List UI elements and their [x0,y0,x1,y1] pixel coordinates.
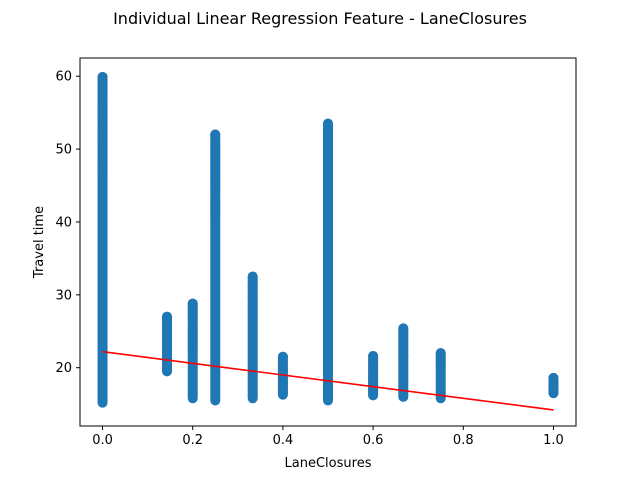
y-tick-label-2: 40 [55,215,72,230]
scatter-point-12 [162,322,173,333]
scatter-point-39 [247,307,258,318]
scatter-point-24 [187,339,198,350]
scatter-point-34 [210,209,221,220]
scatter-point-48 [323,129,333,140]
scatter-point-13 [162,331,173,342]
y-tick-label-3: 50 [55,143,72,158]
scatter-point-22 [187,324,198,335]
scatter-point-65 [398,342,409,353]
scatter-point-26 [210,141,221,152]
scatter-point-6 [97,136,108,147]
chart-title: Individual Linear Regression Feature - L… [113,9,527,28]
y-tick-label-4: 60 [55,70,72,85]
scatter-point-51 [323,160,333,171]
scatter-point-66 [398,351,409,362]
scatter-point-36 [247,281,258,292]
scatter-point-25 [210,129,221,140]
scatter-point-9 [97,168,108,179]
scatter-point-20 [187,304,198,315]
axes-frame [79,57,577,427]
x-tick-label-4: 0.8 [453,433,474,448]
scatter-series [97,71,559,408]
regression-line [102,350,554,411]
y-axis-label: Travel time [32,206,47,279]
y-axis: 20 30 40 50 60 [55,70,80,376]
y-tick-label-1: 30 [55,288,72,303]
plot-area [79,57,577,427]
scatter-point-40 [277,351,288,362]
scatter-point-21 [187,311,198,322]
x-tick-label-3: 0.6 [363,433,384,448]
scatter-point-69 [435,359,446,370]
scatter-point-32 [210,181,221,192]
scatter-point-49 [323,138,333,149]
x-tick-label-0: 0.0 [92,433,113,448]
scatter-point-56 [368,351,379,362]
scatter-point-61 [368,388,379,399]
scatter-point-18 [162,362,173,373]
scatter-point-0 [97,71,108,82]
scatter-point-2 [97,90,108,101]
scatter-point-52 [323,169,333,180]
scatter-point-4 [97,113,108,124]
scatter-point-3 [97,101,108,112]
regression-series [102,350,554,411]
scatter-point-29 [210,161,221,172]
scatter-point-35 [247,271,258,282]
scatter-point-53 [323,184,333,195]
x-tick-label-5: 1.0 [543,433,564,448]
x-axis: 0.0 0.2 0.4 0.6 0.8 1.0 [92,426,564,448]
x-tick-label-1: 0.2 [182,433,203,448]
scatter-point-5 [97,125,108,136]
scatter-point-45 [277,387,288,398]
scatter-point-37 [247,292,258,303]
y-tick-label-0: 20 [55,361,72,376]
scatter-point-50 [323,147,333,158]
scatter-point-33 [210,195,221,206]
scatter-point-54 [323,193,333,204]
scatter-point-1 [97,82,108,93]
scatter-point-55 [323,203,333,214]
scatter-point-7 [97,147,108,158]
x-axis-label: LaneClosures [285,456,372,471]
scatter-point-64 [398,334,409,345]
scatter-point-57 [368,363,379,374]
scatter-point-8 [97,157,108,168]
x-tick-label-2: 0.4 [273,433,294,448]
scatter-point-73 [548,386,559,397]
